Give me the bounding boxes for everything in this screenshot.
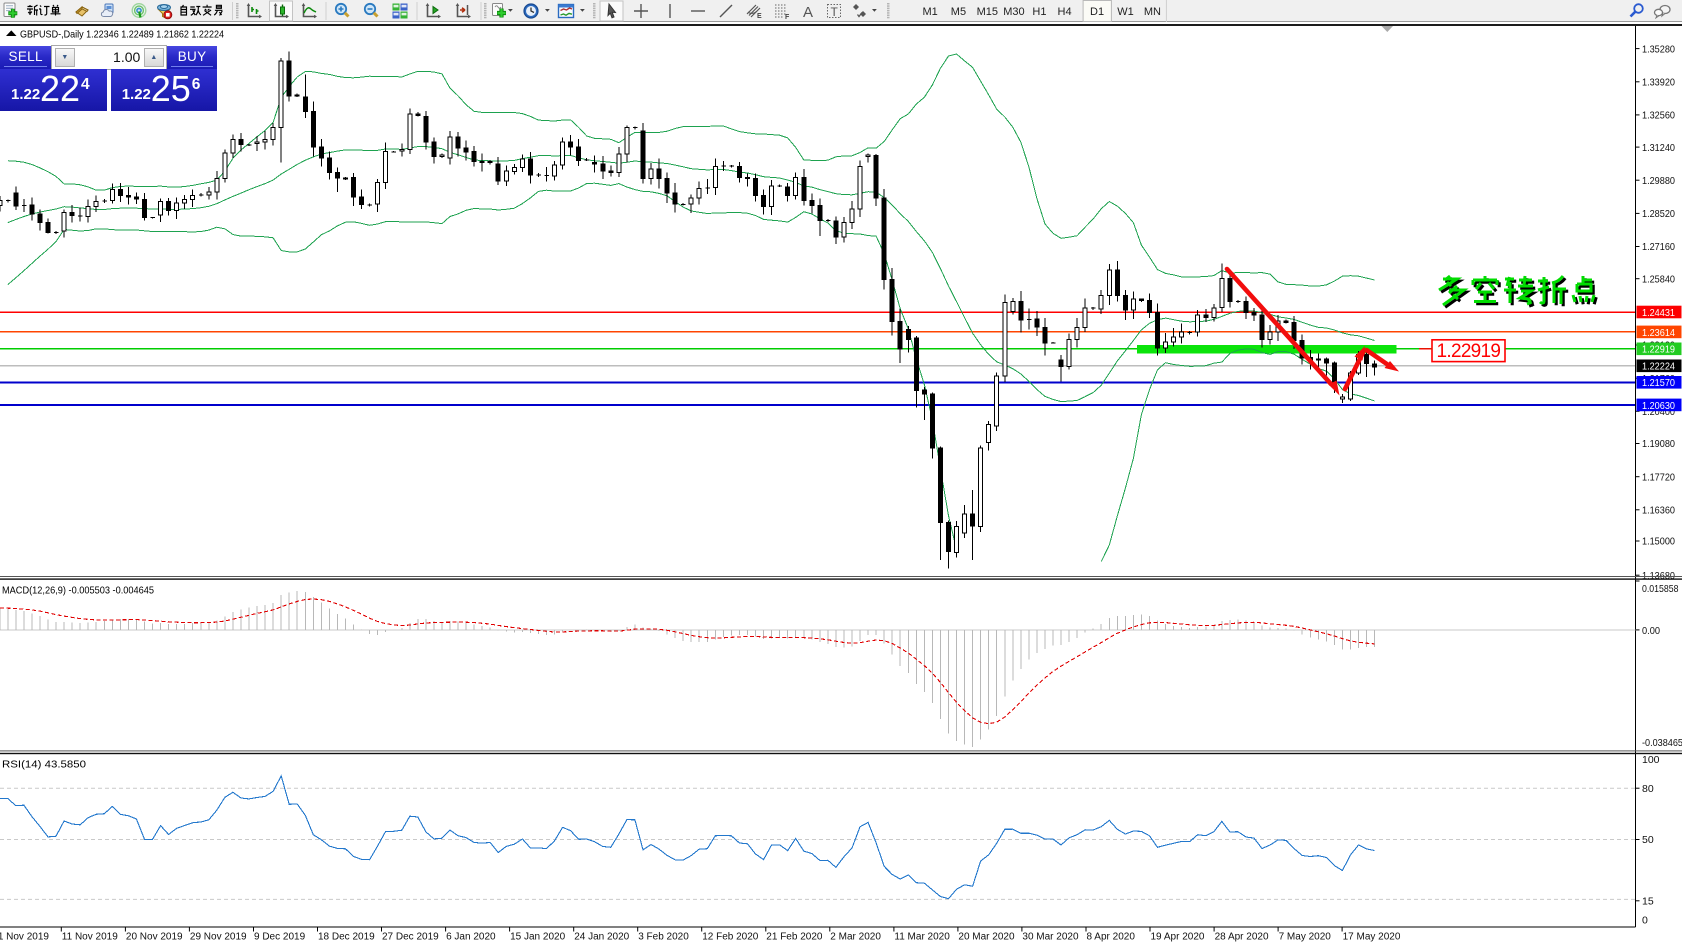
svg-text:1.15000: 1.15000: [1642, 536, 1675, 548]
svg-text:30 Mar 2020: 30 Mar 2020: [1022, 932, 1079, 943]
svg-text:2 Mar 2020: 2 Mar 2020: [830, 932, 881, 943]
svg-text:1.25840: 1.25840: [1642, 273, 1675, 285]
svg-text:15: 15: [1642, 896, 1654, 908]
svg-text:80: 80: [1642, 783, 1654, 795]
svg-text:11 Nov 2019: 11 Nov 2019: [62, 932, 118, 943]
svg-text:F: F: [785, 14, 790, 21]
svg-text:GBPUSD-,Daily 1.22346 1.22489: GBPUSD-,Daily 1.22346 1.22489 1.21862 1.…: [20, 29, 224, 41]
svg-text:-0.038465: -0.038465: [1642, 737, 1682, 749]
svg-text:1.13680: 1.13680: [1642, 570, 1675, 582]
svg-text:0: 0: [1642, 915, 1648, 927]
svg-text:RSI(14) 43.5850: RSI(14) 43.5850: [2, 759, 86, 771]
svg-text:1.24431: 1.24431: [1642, 307, 1675, 319]
svg-text:15 Jan 2020: 15 Jan 2020: [510, 932, 565, 943]
svg-text:MN: MN: [1144, 6, 1161, 18]
svg-text:21 Feb 2020: 21 Feb 2020: [766, 932, 823, 943]
svg-text:1.21570: 1.21570: [1642, 377, 1675, 389]
svg-text:1.17720: 1.17720: [1642, 471, 1675, 483]
svg-text:3 Feb 2020: 3 Feb 2020: [638, 932, 689, 943]
svg-text:1.35280: 1.35280: [1642, 43, 1675, 55]
svg-text:100: 100: [1642, 754, 1660, 766]
svg-text:18 Dec 2019: 18 Dec 2019: [318, 932, 375, 943]
svg-text:27 Dec 2019: 27 Dec 2019: [382, 932, 439, 943]
svg-text:24 Jan 2020: 24 Jan 2020: [574, 932, 629, 943]
svg-text:1.28520: 1.28520: [1642, 208, 1675, 220]
svg-text:1.31240: 1.31240: [1642, 142, 1675, 154]
svg-text:M15: M15: [977, 6, 998, 18]
svg-text:1.16360: 1.16360: [1642, 505, 1675, 517]
svg-text:12 Feb 2020: 12 Feb 2020: [702, 932, 759, 943]
svg-text:E: E: [757, 13, 762, 20]
svg-text:1.22224: 1.22224: [1642, 361, 1675, 373]
svg-text:50: 50: [1642, 834, 1654, 846]
svg-text:29 Nov 2019: 29 Nov 2019: [190, 932, 247, 943]
svg-text:28 Apr 2020: 28 Apr 2020: [1215, 932, 1269, 943]
svg-text:1.22919: 1.22919: [1437, 341, 1502, 362]
svg-text:M5: M5: [951, 6, 966, 18]
svg-text:MACD(12,26,9) -0.005503 -0.004: MACD(12,26,9) -0.005503 -0.004645: [2, 585, 154, 597]
svg-text:7 May 2020: 7 May 2020: [1279, 932, 1332, 943]
svg-text:20 Mar 2020: 20 Mar 2020: [958, 932, 1015, 943]
svg-text:9 Dec 2019: 9 Dec 2019: [254, 932, 306, 943]
svg-text:M30: M30: [1003, 6, 1024, 18]
svg-text:W1: W1: [1117, 6, 1134, 18]
svg-text:0.015858: 0.015858: [1642, 583, 1679, 595]
svg-text:1.29880: 1.29880: [1642, 175, 1675, 187]
svg-text:1.22919: 1.22919: [1642, 344, 1675, 356]
svg-text:1.33920: 1.33920: [1642, 77, 1675, 89]
svg-text:H4: H4: [1058, 6, 1072, 18]
svg-text:20 Nov 2019: 20 Nov 2019: [126, 932, 183, 943]
svg-text:1.32560: 1.32560: [1642, 110, 1675, 122]
svg-text:1.27160: 1.27160: [1642, 241, 1675, 253]
svg-text:A: A: [803, 4, 813, 21]
svg-text:17 May 2020: 17 May 2020: [1343, 932, 1401, 943]
svg-text:M1: M1: [923, 6, 938, 18]
svg-text:1.19080: 1.19080: [1642, 438, 1675, 450]
svg-text:8 Apr 2020: 8 Apr 2020: [1087, 932, 1136, 943]
svg-text:H1: H1: [1032, 6, 1046, 18]
svg-text:1 Nov 2019: 1 Nov 2019: [0, 932, 49, 943]
svg-text:0.00: 0.00: [1642, 625, 1660, 637]
svg-text:T: T: [831, 5, 839, 19]
svg-text:1.23614: 1.23614: [1642, 327, 1675, 339]
svg-text:19 Apr 2020: 19 Apr 2020: [1151, 932, 1205, 943]
svg-text:1.20630: 1.20630: [1642, 400, 1675, 412]
svg-text:D1: D1: [1090, 6, 1104, 18]
svg-text:6 Jan 2020: 6 Jan 2020: [446, 932, 496, 943]
svg-text:11 Mar 2020: 11 Mar 2020: [894, 932, 950, 943]
